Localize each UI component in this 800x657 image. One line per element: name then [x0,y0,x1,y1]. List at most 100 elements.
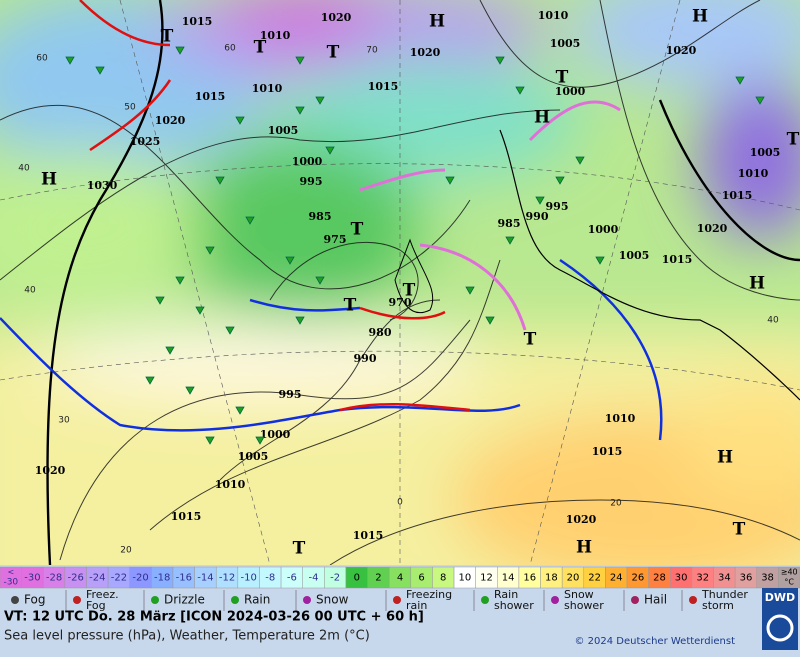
weather-symbol [315,276,325,285]
scale-label: -4 [309,573,319,584]
isobar-label: 1010 [252,82,283,95]
low-pressure-label: T [254,38,267,58]
isobar-label: 985 [309,210,332,223]
isobar-label: 1010 [738,167,769,180]
isobar-label: 1000 [292,155,323,168]
legend-label-line: storm [702,599,734,612]
weather-symbol [465,286,475,295]
weather-symbol [155,296,165,305]
isobar-label: 1010 [215,478,246,491]
isobar-label: 1015 [722,189,753,202]
high-pressure-label: H [692,7,708,27]
scale-label: -14 [197,573,213,584]
isobar-label: 1020 [35,464,66,477]
weather-symbol [485,316,495,325]
isobar-label: 1005 [750,146,781,159]
low-pressure-label: T [161,27,174,47]
temperature-label: 70 [366,46,378,56]
isobar-label: 970 [389,296,412,309]
high-pressure-label: H [749,274,765,294]
scale-label: 38 [761,573,774,584]
weather-symbol [165,346,175,355]
scale-label: 12 [480,573,493,584]
scale-label: -12 [219,573,235,584]
weather-symbol [325,146,335,155]
isobar-label: 1000 [260,428,291,441]
scale-label: 24 [610,573,623,584]
isobar-label: 1020 [666,44,697,57]
weather-symbol [445,176,455,185]
scale-label: 20 [567,573,580,584]
temperature-label: 0 [397,498,403,508]
isobar-label: 1015 [182,15,213,28]
scale-label: °C [784,578,794,587]
isobar-label: 1020 [155,114,186,127]
weather-symbol [505,236,515,245]
weather-symbol [65,56,75,65]
isobar-label: 975 [324,233,347,246]
isobar-label: 1005 [238,450,269,463]
isobar-label: 995 [279,388,302,401]
temperature-label: 60 [36,54,48,64]
weather-symbol [755,96,765,105]
legend-icon [73,596,81,604]
scale-label: 8 [440,573,446,584]
weather-symbol [205,436,215,445]
scale-label: -28 [46,573,62,584]
scale-label: -22 [111,573,127,584]
legend-label-line: Snow [564,588,594,601]
weather-symbol [205,246,215,255]
weather-symbol [535,196,545,205]
scale-label: -24 [89,573,105,584]
low-pressure-label: T [787,130,800,150]
copyright: © 2024 Deutscher Wetterdienst [574,636,735,647]
valid-time: VT: 12 UTC Do. 28 März [ICON 2024-03-26 … [4,610,424,625]
scale-label: -16 [176,573,192,584]
temperature-label: 60 [224,44,236,54]
legend-icon [231,596,239,604]
scale-label: ≥40 [781,568,798,577]
temperature-label: 20 [120,546,132,556]
scale-label: -2 [330,573,340,584]
weather-symbol [295,56,305,65]
temperature-label: 40 [18,164,30,174]
scale-label: 0 [354,573,360,584]
scale-label: 14 [502,573,515,584]
isobar-label: 1020 [697,222,728,235]
legend-label-line: Fog [86,599,106,612]
isobar-label: 1020 [566,513,597,526]
weather-symbol [595,256,605,265]
low-pressure-label: T [327,43,340,63]
scale-label: -26 [68,573,84,584]
legend-label: Fog [24,593,45,607]
isobar-label: 1030 [87,179,118,192]
high-pressure-label: H [534,108,550,128]
weather-symbol [145,376,155,385]
scale-label: 18 [545,573,558,584]
isobar-label: 1015 [353,529,384,542]
legend-label-line: rain [406,599,427,612]
logo: DWD [765,591,795,604]
scale-label: -30 [3,578,18,588]
description: Sea level pressure (hPa), Weather, Tempe… [4,629,370,644]
scale-label: 26 [631,573,644,584]
low-pressure-label: T [403,281,416,301]
weather-symbol [175,46,185,55]
low-pressure-label: T [344,296,357,316]
isobar-label: 1025 [130,135,161,148]
legend-label: Freez. Fog [86,588,119,612]
isobar-label: 1005 [550,37,581,50]
low-pressure-label: T [733,520,746,540]
scale-label: 36 [740,573,753,584]
legend-icon [551,596,559,604]
legend-label-line: Rain [494,588,518,601]
isobar-label: 990 [526,210,549,223]
scale-label: 22 [588,573,601,584]
scale-label: -10 [240,573,256,584]
scale-label: -20 [132,573,148,584]
isobar-label: 1010 [260,29,291,42]
temperature-label: 40 [767,316,779,326]
legend-icon [303,596,311,604]
weather-symbol [285,256,295,265]
legend-label: Drizzle [164,593,205,607]
